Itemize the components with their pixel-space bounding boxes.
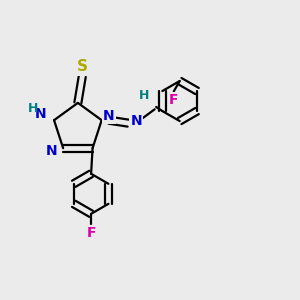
Text: H: H [139, 89, 149, 102]
Text: N: N [130, 114, 142, 128]
Text: N: N [46, 144, 58, 158]
Text: F: F [169, 93, 178, 107]
Text: N: N [103, 109, 115, 123]
Text: S: S [77, 59, 88, 74]
Text: H: H [28, 103, 38, 116]
Text: F: F [86, 226, 96, 240]
Text: N: N [35, 107, 46, 121]
